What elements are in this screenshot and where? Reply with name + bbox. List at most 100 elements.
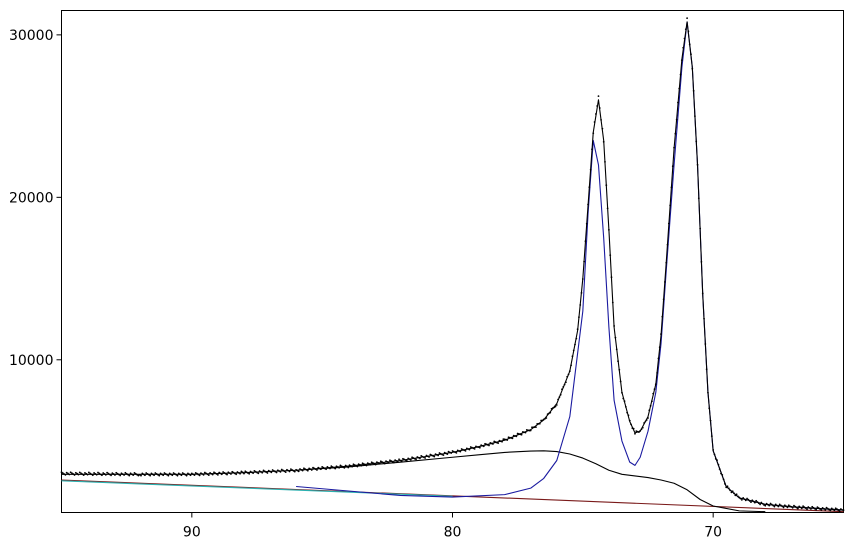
data-point (153, 474, 155, 477)
data-point (78, 471, 81, 474)
data-point (473, 448, 476, 450)
data-point (555, 404, 558, 406)
data-point (557, 398, 559, 401)
data-point (761, 502, 764, 505)
data-point (658, 346, 661, 349)
data-point (585, 222, 588, 225)
data-point (312, 466, 314, 469)
data-point (718, 468, 721, 470)
data-point (541, 419, 544, 422)
data-point (173, 472, 176, 475)
data-point (817, 507, 820, 509)
data-point (793, 504, 795, 507)
data-point (360, 464, 363, 467)
data-point (812, 506, 815, 509)
data-point (591, 148, 593, 151)
data-point (623, 400, 626, 403)
data-point (729, 489, 732, 492)
data-point (579, 304, 582, 306)
data-point (488, 444, 490, 447)
data-point (691, 67, 694, 70)
y-tick-label: 30000 (9, 28, 54, 44)
data-point (667, 222, 670, 225)
data-point (91, 474, 94, 477)
data-point (317, 466, 320, 469)
data-point (652, 392, 655, 395)
data-point (735, 493, 738, 496)
y-tick-label: 20000 (9, 190, 54, 206)
data-point (355, 464, 357, 467)
data-point (188, 473, 191, 476)
data-point (316, 469, 318, 471)
data-point (600, 118, 602, 121)
data-point (834, 507, 837, 510)
data-point (282, 469, 284, 472)
data-point (381, 461, 384, 463)
data-point (344, 464, 347, 467)
data-point (107, 472, 110, 475)
data-point (660, 333, 662, 335)
data-point (564, 381, 567, 384)
data-point (185, 474, 188, 477)
data-point (134, 472, 137, 475)
data-point (256, 471, 258, 474)
data-point (538, 422, 541, 425)
data-point (601, 127, 604, 130)
data-point (598, 107, 601, 109)
data-point (506, 439, 509, 441)
data-point (654, 383, 657, 386)
data-point (323, 467, 326, 470)
data-point (339, 464, 342, 467)
data-point (604, 161, 606, 163)
data-point (648, 409, 651, 412)
data-point (73, 474, 76, 476)
data-point (318, 467, 321, 470)
data-point (819, 508, 821, 510)
data-point (559, 393, 562, 396)
data-point (257, 472, 260, 475)
data-point (815, 508, 818, 511)
data-point (267, 469, 270, 472)
data-point (576, 328, 579, 331)
data-point (830, 507, 833, 510)
data-point (657, 357, 660, 360)
data-point (203, 471, 206, 474)
data-point (671, 165, 674, 168)
data-point (842, 509, 845, 511)
data-point (609, 254, 612, 256)
data-point (129, 472, 132, 475)
data-point (366, 462, 369, 465)
series-shoulder-component-3 (296, 450, 766, 513)
data-point (639, 429, 642, 432)
data-point (253, 469, 256, 472)
data-point (287, 469, 290, 472)
data-point (690, 53, 692, 56)
data-point (804, 507, 807, 510)
data-point (241, 471, 244, 474)
data-point (524, 431, 527, 434)
data-point (130, 473, 133, 476)
data-point (584, 240, 587, 243)
data-point (614, 336, 617, 339)
data-point (602, 140, 605, 143)
data-point (716, 459, 718, 462)
data-point (722, 478, 725, 481)
data-point (197, 473, 200, 476)
data-point (770, 503, 773, 506)
data-point (108, 473, 111, 476)
data-point (127, 473, 129, 476)
data-point (270, 471, 273, 474)
data-point (674, 132, 677, 135)
data-point (567, 373, 570, 376)
data-point (811, 505, 814, 508)
data-point (87, 471, 90, 474)
data-point (347, 466, 350, 469)
data-point (80, 472, 82, 475)
data-point (394, 459, 397, 462)
data-point (230, 473, 232, 475)
data-point (825, 506, 828, 509)
data-point (144, 474, 146, 477)
data-point (99, 473, 102, 476)
data-point (808, 507, 811, 509)
